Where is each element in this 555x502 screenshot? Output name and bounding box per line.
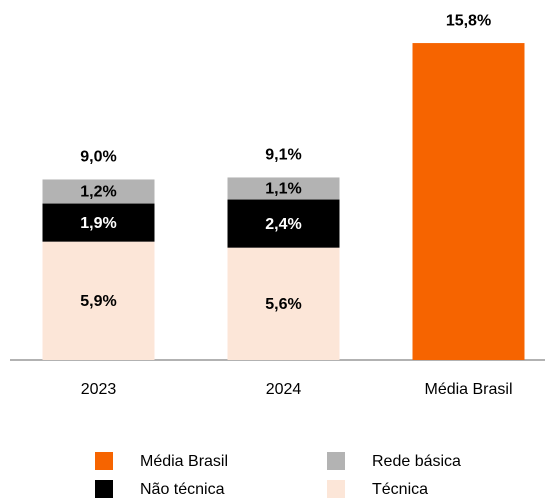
data-label: 1,1% — [265, 181, 301, 198]
legend-label: Não técnica — [140, 481, 225, 498]
legend-swatch — [95, 480, 113, 498]
x-tick-label: 2024 — [266, 381, 302, 398]
data-label: 15,8% — [446, 12, 491, 29]
legend-label: Técnica — [372, 481, 428, 498]
bar-segment — [227, 199, 340, 248]
bar-segment — [227, 247, 340, 360]
data-label: 2,4% — [265, 216, 301, 233]
data-label: 5,6% — [265, 296, 301, 313]
legend-label: Rede básica — [372, 453, 461, 470]
bar-segment — [227, 177, 340, 200]
total-label: 9,1% — [265, 147, 301, 164]
x-tick-label: 2023 — [81, 381, 117, 398]
data-label: 1,2% — [80, 184, 116, 201]
legend-swatch — [95, 452, 113, 470]
bar-segment — [42, 241, 155, 360]
legend-swatch — [327, 452, 345, 470]
bar-segment — [42, 179, 155, 204]
bar-segment — [42, 203, 155, 242]
legend-swatch — [327, 480, 345, 498]
bar-segment — [412, 43, 525, 360]
data-label: 5,9% — [80, 293, 116, 310]
x-tick-label: Média Brasil — [424, 381, 512, 398]
total-label: 9,0% — [80, 149, 116, 166]
legend-label: Média Brasil — [140, 453, 228, 470]
data-label: 1,9% — [80, 215, 116, 232]
